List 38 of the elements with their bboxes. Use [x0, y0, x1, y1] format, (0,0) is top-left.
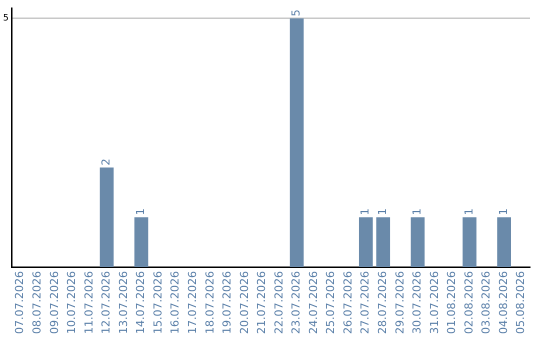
data-label: 1 — [410, 208, 424, 216]
x-tick-label: 28.07.2026 — [376, 271, 390, 334]
x-tick-label: 29.07.2026 — [393, 271, 406, 334]
x-tick-label: 18.07.2026 — [203, 271, 216, 334]
x-tick-label: 08.07.2026 — [30, 271, 44, 334]
data-label: 1 — [358, 208, 372, 216]
x-tick-label: 05.08.2026 — [514, 271, 528, 334]
x-tick-label: 30.07.2026 — [410, 271, 424, 334]
data-label: 1 — [376, 208, 390, 216]
x-tick-label: 02.08.2026 — [462, 271, 476, 334]
x-tick-label: 04.08.2026 — [496, 271, 510, 334]
x-tick-label: 01.08.2026 — [445, 271, 458, 334]
x-tick-label: 11.07.2026 — [82, 271, 96, 334]
x-tick-label: 10.07.2026 — [65, 271, 78, 334]
data-label: 2 — [100, 158, 113, 166]
data-label: 1 — [496, 208, 510, 216]
data-label: 1 — [462, 208, 476, 216]
data-label: 5 — [290, 9, 303, 16]
x-tick-label: 09.07.2026 — [48, 271, 61, 334]
x-tick-label: 14.07.2026 — [134, 271, 148, 334]
x-tick-label: 21.07.2026 — [255, 271, 268, 334]
x-tick-label: 26.07.2026 — [341, 271, 354, 334]
x-tick-label: 31.07.2026 — [428, 271, 441, 334]
x-tick-label: 03.08.2026 — [480, 271, 493, 334]
x-tick-label: 16.07.2026 — [168, 271, 182, 334]
x-tick-label: 15.07.2026 — [151, 271, 164, 334]
x-tick-label: 27.07.2026 — [358, 271, 372, 334]
x-tick-label: 13.07.2026 — [116, 271, 130, 334]
x-tick-label: 23.07.2026 — [290, 271, 303, 334]
x-tick-label: 24.07.2026 — [306, 271, 320, 334]
data-label: 1 — [134, 208, 148, 216]
x-tick-label: 07.07.2026 — [13, 271, 26, 334]
x-tick-label: 25.07.2026 — [324, 271, 338, 334]
x-tick-label: 20.07.2026 — [238, 271, 251, 334]
x-tick-label: 22.07.2026 — [272, 271, 286, 334]
x-tick-label: 17.07.2026 — [186, 271, 199, 334]
x-tick-label: 19.07.2026 — [220, 271, 234, 334]
x-tick-label: 12.07.2026 — [100, 271, 113, 334]
